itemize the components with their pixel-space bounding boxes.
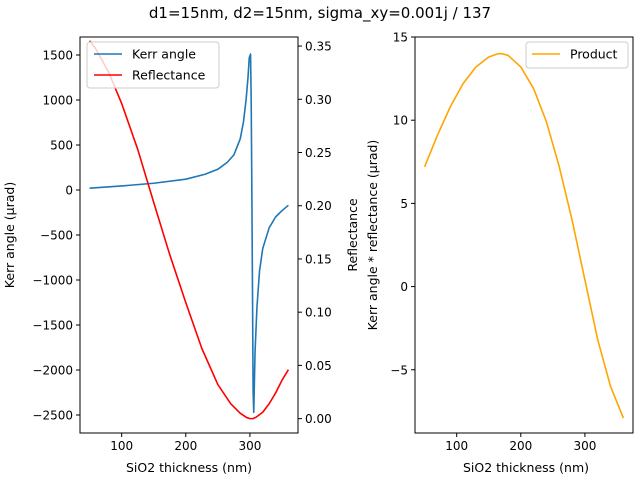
series-line-kerr-angle — [89, 53, 289, 414]
right-legend: Product — [525, 41, 629, 69]
right-chart: 100 200 300 15 10 5 0 −5 SiO2 thickness (nm) K… — [365, 31, 634, 475]
x-tick-label: 200 — [509, 439, 532, 453]
right-legend-frame — [525, 41, 629, 69]
y2-tick-label: 0.30 — [305, 93, 332, 107]
y-tick-label: 5 — [400, 197, 408, 211]
y-tick-label: −1000 — [32, 274, 73, 288]
left-legend: Kerr angle Reflectance — [86, 41, 220, 89]
y-tick-label: 500 — [50, 139, 73, 153]
x-tick-label: 300 — [238, 439, 261, 453]
y2-tick-label: 0.05 — [305, 359, 332, 373]
left-chart: 100 200 300 1500 1000 500 0 −500 −1000 −1500 −200… — [2, 36, 360, 475]
x-tick-label: 300 — [573, 439, 596, 453]
y2-tick-label: 0.20 — [305, 199, 332, 213]
left-y2-ticks: 0.35 0.30 0.25 0.20 0.15 0.10 0.05 0.00 — [298, 40, 332, 426]
x-tick-label: 200 — [174, 439, 197, 453]
legend-product-label: Product — [570, 47, 618, 62]
right-plot-frame — [414, 36, 634, 434]
legend-reflectance-label: Reflectance — [132, 68, 206, 83]
y2-tick-label: 0.35 — [305, 40, 332, 54]
right-x-axis-label: SiO2 thickness (nm) — [463, 460, 589, 475]
left-x-ticks: 100 200 300 — [110, 433, 261, 453]
right-y-axis-label: Kerr angle * reflectance (µrad) — [365, 140, 380, 331]
x-tick-label: 100 — [110, 439, 133, 453]
series-line-reflectance — [88, 40, 290, 420]
left-x-axis-label: SiO2 thickness (nm) — [126, 460, 252, 475]
y-tick-label: 1500 — [42, 49, 73, 63]
left-y-axis-label: Kerr angle (µrad) — [2, 182, 17, 288]
y-tick-label: −1500 — [32, 319, 73, 333]
y-tick-label: −2000 — [32, 364, 73, 378]
y-tick-label: 0 — [65, 184, 73, 198]
y-tick-label: −500 — [40, 229, 73, 243]
series-line-product — [423, 52, 625, 419]
right-y-ticks: 15 10 5 0 −5 — [390, 31, 415, 377]
y-tick-label: −5 — [390, 363, 408, 377]
y-tick-label: 10 — [393, 114, 408, 128]
figure-title: d1=15nm, d2=15nm, sigma_xy=0.001j / 137 — [149, 4, 491, 23]
y2-tick-label: 0.00 — [305, 412, 332, 426]
y2-tick-label: 0.15 — [305, 252, 332, 266]
y2-tick-label: 0.25 — [305, 146, 332, 160]
y-tick-label: −2500 — [32, 409, 73, 423]
left-plot-frame — [79, 36, 299, 434]
right-x-ticks: 100 200 300 — [445, 433, 596, 453]
y-tick-label: 0 — [400, 280, 408, 294]
y2-tick-label: 0.10 — [305, 306, 332, 320]
y-tick-label: 15 — [393, 31, 408, 45]
x-tick-label: 100 — [445, 439, 468, 453]
left-y2-axis-label: Reflectance — [345, 198, 360, 272]
legend-kerr-label: Kerr angle — [132, 47, 196, 62]
y-tick-label: 1000 — [42, 94, 73, 108]
left-y-ticks: 1500 1000 500 0 −500 −1000 −1500 −2000 −2500 — [32, 49, 80, 423]
